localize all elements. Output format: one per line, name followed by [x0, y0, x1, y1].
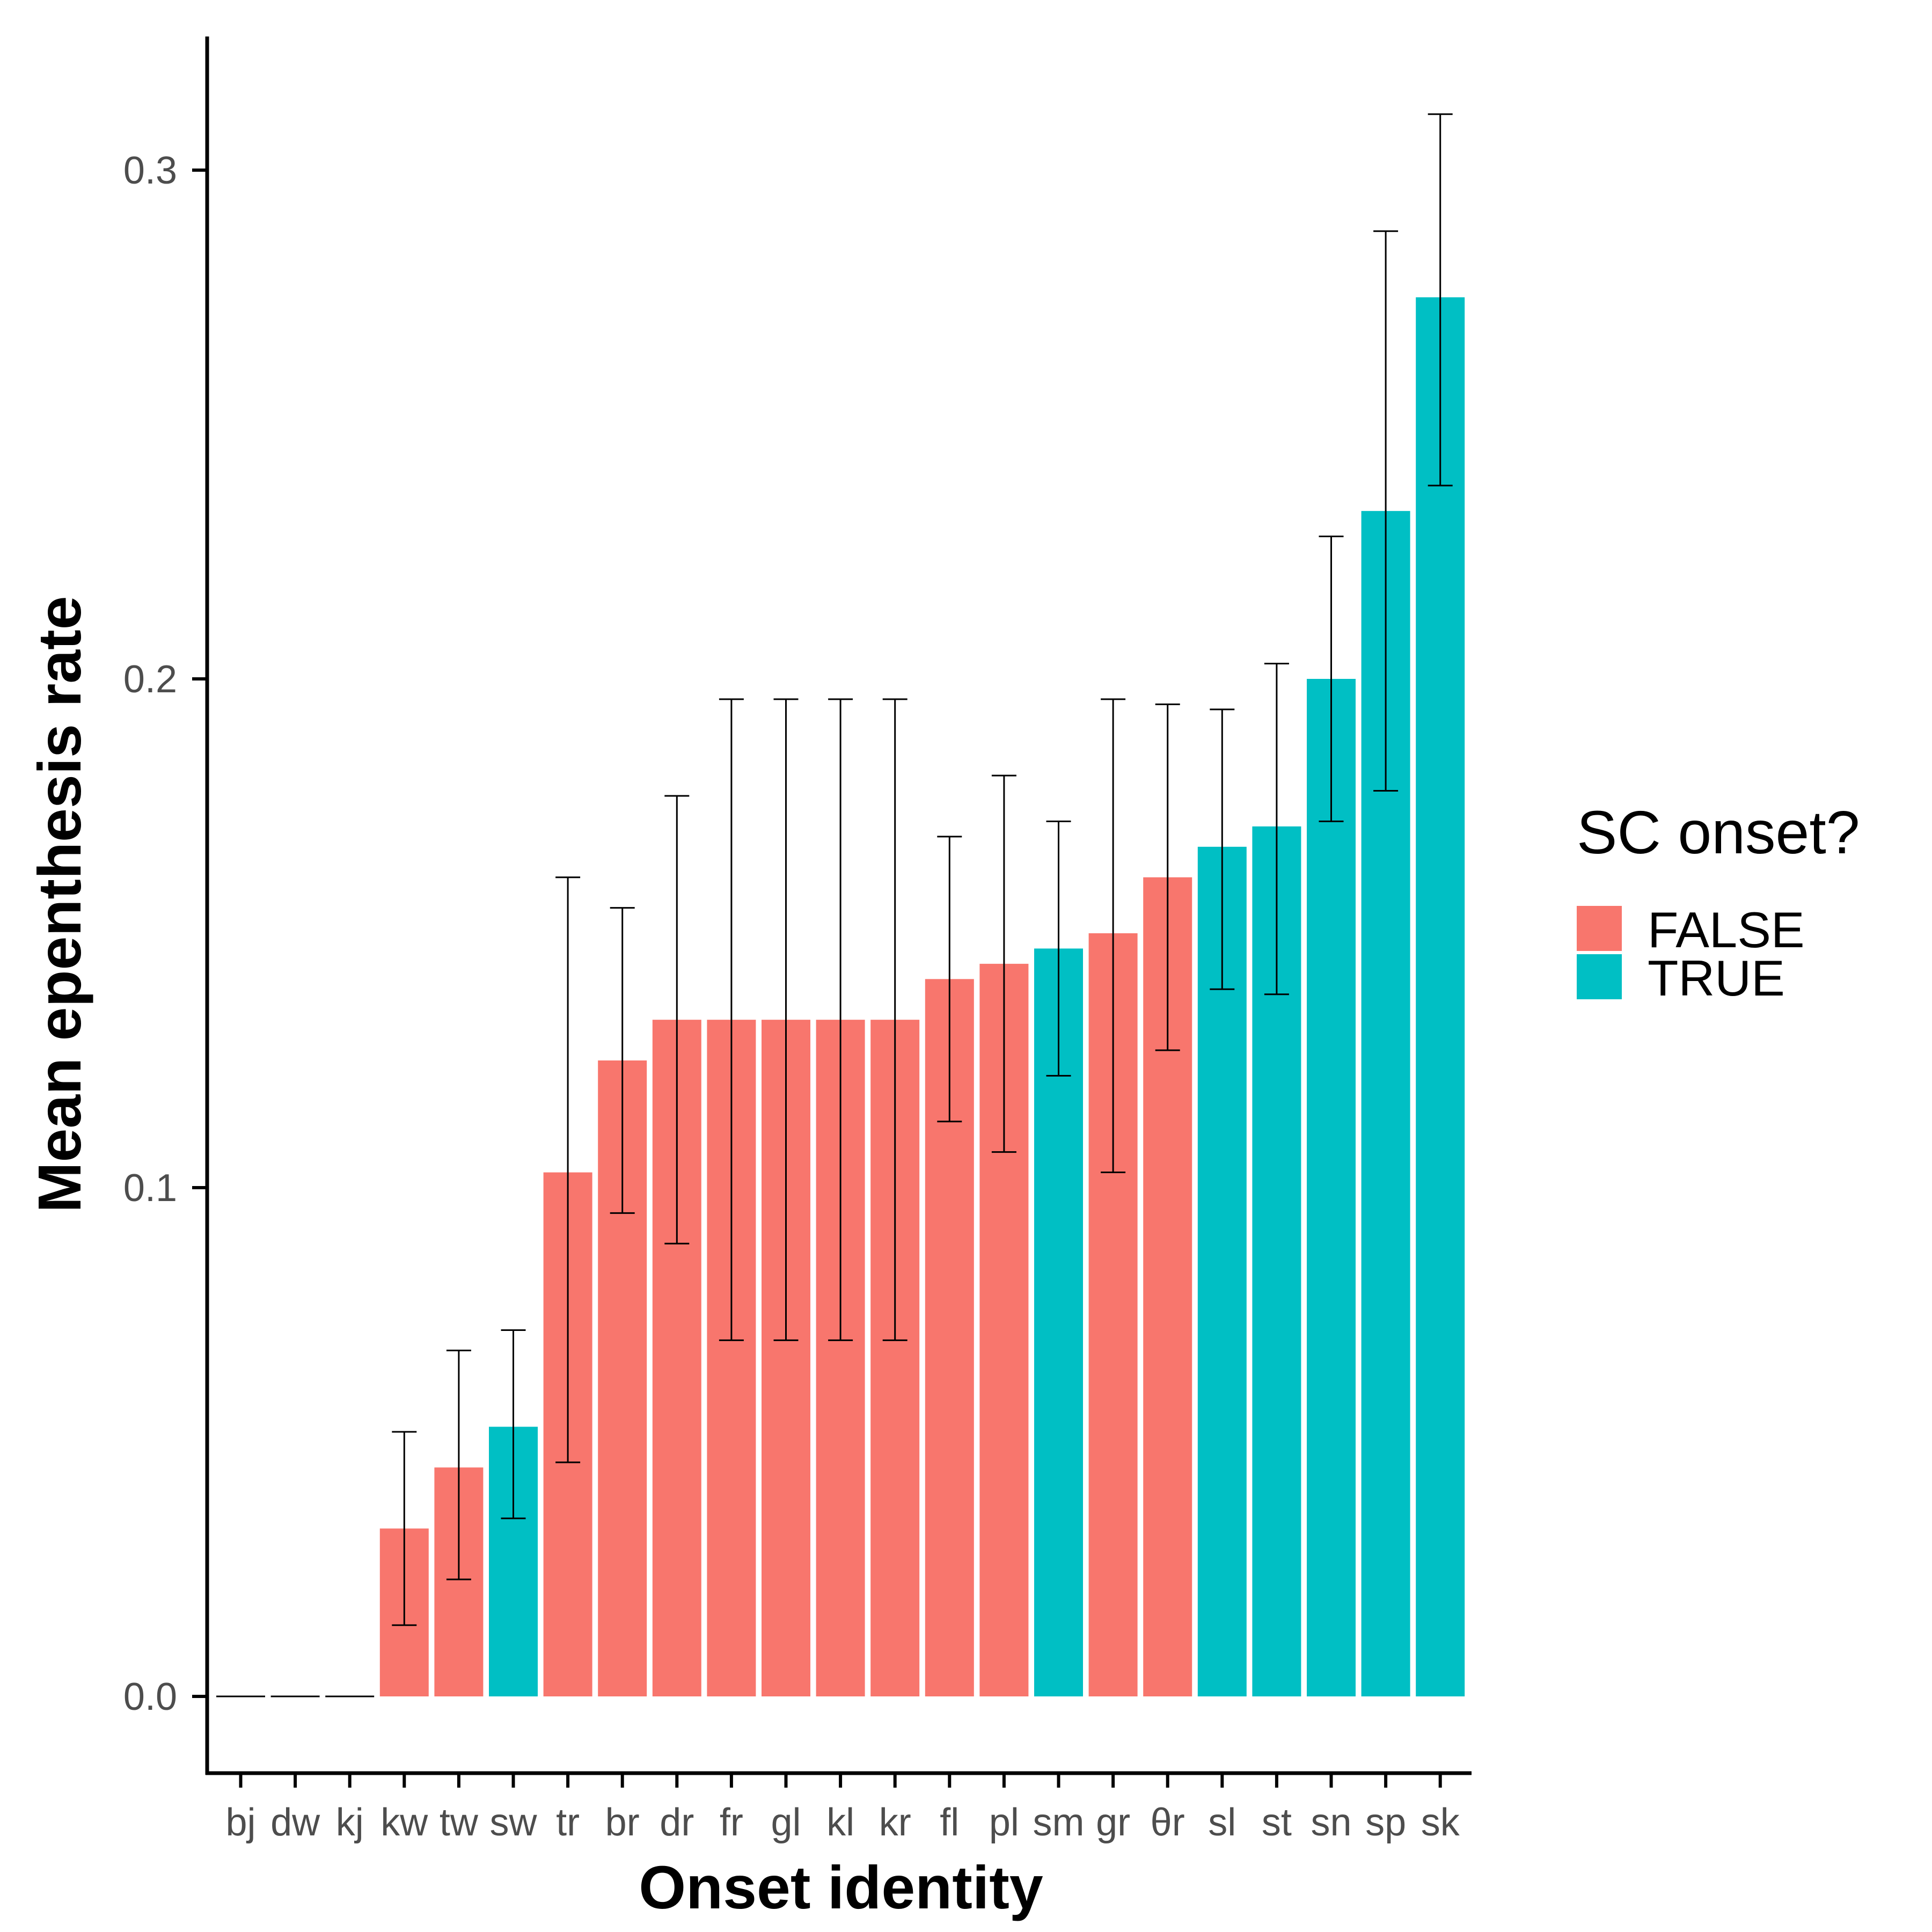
error-bar-sw — [501, 1329, 526, 1519]
y-tick-label-0.3: 0.3 — [123, 149, 177, 192]
legend-key-true — [1577, 954, 1622, 999]
error-bar-pl — [991, 774, 1016, 1153]
x-tick-label-kr: kr — [879, 1801, 911, 1844]
legend-label-true: TRUE — [1648, 950, 1785, 1006]
x-tick-label-kj: kj — [336, 1801, 364, 1844]
x-tick-label-sk: sk — [1421, 1801, 1460, 1844]
error-bar-dr — [664, 795, 690, 1245]
error-bar-sk — [1428, 113, 1453, 487]
x-tick-label-kl: kl — [826, 1801, 854, 1844]
x-axis-title: Onset identity — [639, 1854, 1043, 1921]
x-tick-label-gr: gr — [1096, 1801, 1130, 1844]
y-tick-label-0.0: 0.0 — [123, 1675, 177, 1718]
x-tick-label-sm: sm — [1033, 1801, 1085, 1844]
error-bar-θr — [1155, 703, 1180, 1051]
y-axis-title: Mean epenthesis rate — [26, 596, 93, 1212]
y-tick-label-0.1: 0.1 — [123, 1167, 177, 1210]
x-ticks: bj dw kj kw tw sw tr br dr fr gl kl kr fl pl sm gr θr sl st… — [225, 1774, 1460, 1844]
error-bar-st — [1264, 663, 1289, 996]
x-tick-label-sl: sl — [1208, 1801, 1236, 1844]
x-tick-label-tw: tw — [440, 1801, 479, 1844]
error-bar-br — [610, 907, 635, 1214]
y-ticks: 0.0 0.1 0.2 0.3 — [123, 149, 207, 1718]
x-tick-label-kw: kw — [380, 1801, 428, 1844]
legend: SC onset? FALSE TRUE — [1577, 799, 1860, 1006]
x-tick-label-sn: sn — [1311, 1801, 1351, 1844]
x-tick-label-gl: gl — [771, 1801, 801, 1844]
x-tick-label-sw: sw — [490, 1801, 538, 1844]
x-tick-label-dw: dw — [270, 1801, 320, 1844]
error-bar-kr — [882, 698, 908, 1341]
error-bar-sn — [1319, 536, 1344, 822]
bar-sn — [1307, 679, 1356, 1696]
x-tick-label-bj: bj — [225, 1801, 255, 1844]
bars-layer — [379, 297, 1465, 1697]
legend-title: SC onset? — [1577, 799, 1860, 866]
legend-key-false — [1577, 906, 1622, 951]
error-bar-gl — [773, 698, 799, 1341]
error-bar-tw — [446, 1349, 471, 1580]
bar-sk — [1416, 297, 1465, 1696]
error-bar-sl — [1210, 708, 1235, 990]
error-bar-tr — [555, 876, 581, 1463]
x-tick-label-st: st — [1262, 1801, 1292, 1844]
x-tick-label-θr: θr — [1151, 1801, 1185, 1844]
error-bar-sp — [1373, 230, 1399, 792]
error-bar-kw — [392, 1431, 417, 1626]
x-tick-label-fr: fr — [720, 1801, 743, 1844]
error-bar-gr — [1101, 698, 1126, 1174]
x-tick-label-sp: sp — [1365, 1801, 1406, 1844]
errorbars-layer — [392, 113, 1453, 1626]
x-tick-label-fl: fl — [940, 1801, 959, 1844]
error-bar-sm — [1046, 820, 1071, 1077]
legend-label-false: FALSE — [1648, 902, 1805, 958]
x-tick-label-br: br — [605, 1801, 640, 1844]
y-tick-label-0.2: 0.2 — [123, 658, 177, 701]
error-bar-fl — [937, 836, 962, 1123]
x-tick-label-dr: dr — [660, 1801, 694, 1844]
error-bar-fr — [719, 698, 744, 1341]
error-bar-kl — [828, 698, 853, 1341]
x-tick-label-tr: tr — [556, 1801, 580, 1844]
x-tick-label-pl: pl — [989, 1801, 1019, 1844]
